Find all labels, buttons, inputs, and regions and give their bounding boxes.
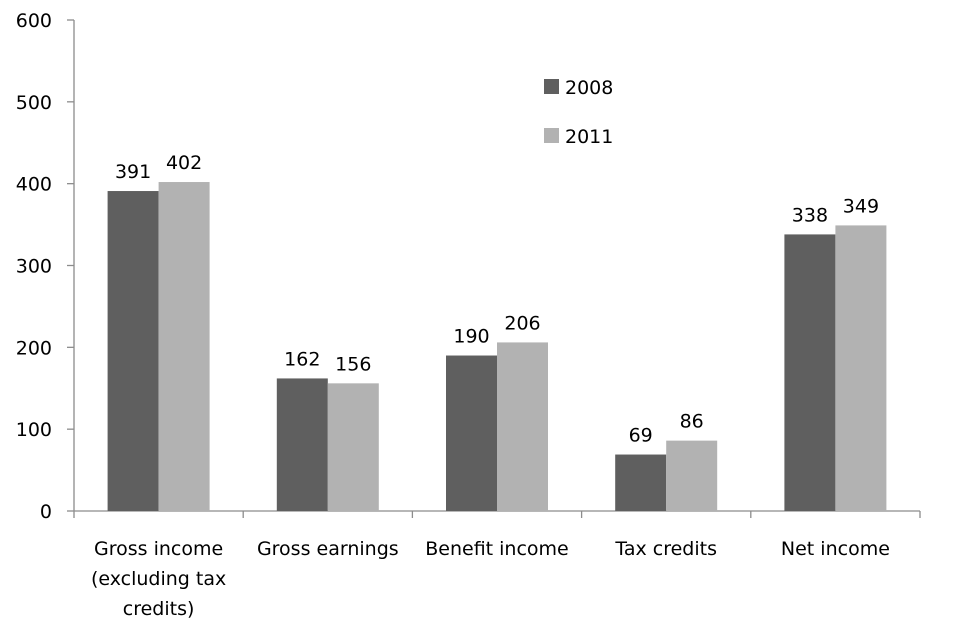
legend-swatch-2011 [544,128,559,143]
bar-2011 [666,440,718,511]
y-axis: 0 100 200 300 400 500 600 [16,10,75,523]
legend: 2008 2011 [544,77,613,148]
data-label-2008: 391 [115,161,151,183]
x-category-label: Tax credits [614,538,717,560]
y-tick-label: 400 [16,174,52,196]
data-labels: 391 402 162 156 190 206 69 86 338 349 [115,152,879,447]
y-tick-label: 600 [16,10,52,32]
data-label-2011: 206 [504,312,540,334]
data-label-2008: 338 [792,204,828,226]
bar-2011 [835,225,887,511]
y-tick-label: 200 [16,337,52,359]
x-category-label: (excluding tax [91,568,226,590]
bar-2008 [276,378,328,511]
y-tick-label: 0 [40,501,52,523]
bar-2011 [497,342,548,511]
x-category-label: Benefit income [425,538,569,560]
data-label-2011: 86 [680,411,704,433]
data-label-2011: 349 [843,195,879,217]
bar-2011 [158,182,210,511]
y-tick-label: 500 [16,92,52,114]
data-label-2011: 402 [166,152,202,174]
legend-label-2011: 2011 [565,126,613,148]
bar-2008 [615,454,667,511]
legend-swatch-2008 [544,79,559,94]
bars [107,182,887,512]
bar-2008 [107,191,159,511]
data-label-2008: 162 [284,348,320,370]
data-label-2008: 190 [453,326,489,348]
legend-label-2008: 2008 [565,77,613,99]
x-category-label: credits) [123,598,195,620]
x-axis [73,510,921,518]
data-label-2008: 69 [629,425,653,447]
x-category-label: Gross income [94,538,223,560]
data-label-2011: 156 [335,353,371,375]
x-category-label: Gross earnings [257,538,399,560]
y-tick-label: 100 [16,419,52,441]
bar-2011 [327,383,379,511]
x-category-label: Net income [781,538,890,560]
bar-2008 [784,234,836,512]
bar-2008 [446,355,497,511]
y-tick-label: 300 [16,256,52,278]
category-labels: Gross income (excluding tax credits) Gross … [91,538,890,620]
